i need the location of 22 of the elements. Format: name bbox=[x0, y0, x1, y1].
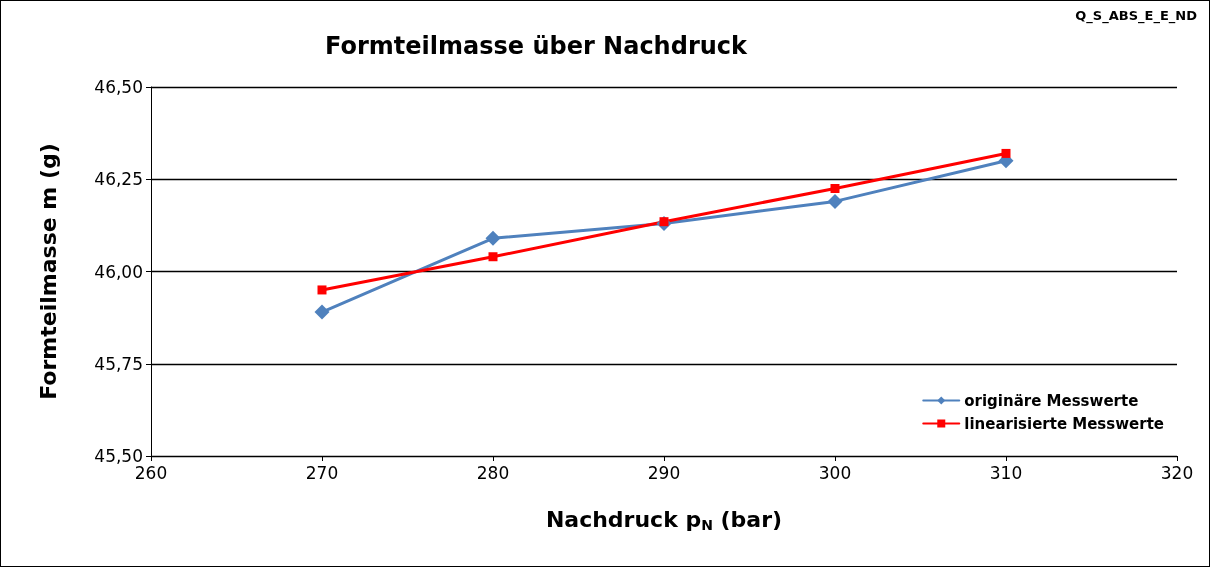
text: Q_S_ABS_E_E_ND bbox=[1075, 8, 1198, 24]
legend-label: originäre Messwerte bbox=[964, 391, 1139, 410]
y-tick-label: 46,00 bbox=[94, 261, 143, 282]
point bbox=[314, 304, 330, 320]
point bbox=[317, 285, 327, 295]
point bbox=[1001, 148, 1011, 158]
x-tick-label: 320 bbox=[1160, 462, 1194, 483]
x-tick-label: 280 bbox=[476, 462, 510, 483]
y-tick-label: 46,50 bbox=[94, 77, 143, 97]
x-tick-label: 300 bbox=[818, 462, 852, 483]
chart-title: Formteilmasse über Nachdruck bbox=[325, 32, 749, 60]
point bbox=[485, 230, 501, 246]
x-tick-label: 310 bbox=[989, 462, 1023, 483]
legend-label: linearisierte Messwerte bbox=[964, 414, 1164, 433]
point bbox=[827, 193, 843, 209]
y-tick-label: 45,75 bbox=[94, 353, 143, 374]
point bbox=[488, 252, 498, 262]
point bbox=[830, 183, 840, 193]
x-tick-label: 270 bbox=[305, 462, 339, 483]
y-axis-title: Formteilmasse m (g) bbox=[35, 143, 61, 400]
y-tick-label: 46,25 bbox=[94, 169, 143, 190]
x-tick-label: 290 bbox=[647, 462, 681, 483]
